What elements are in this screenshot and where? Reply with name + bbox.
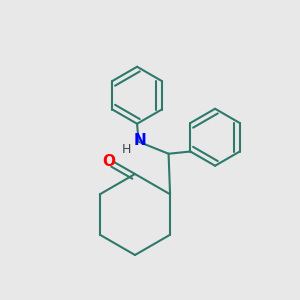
Text: O: O [102, 154, 115, 169]
Text: H: H [122, 143, 131, 156]
Text: N: N [134, 133, 146, 148]
